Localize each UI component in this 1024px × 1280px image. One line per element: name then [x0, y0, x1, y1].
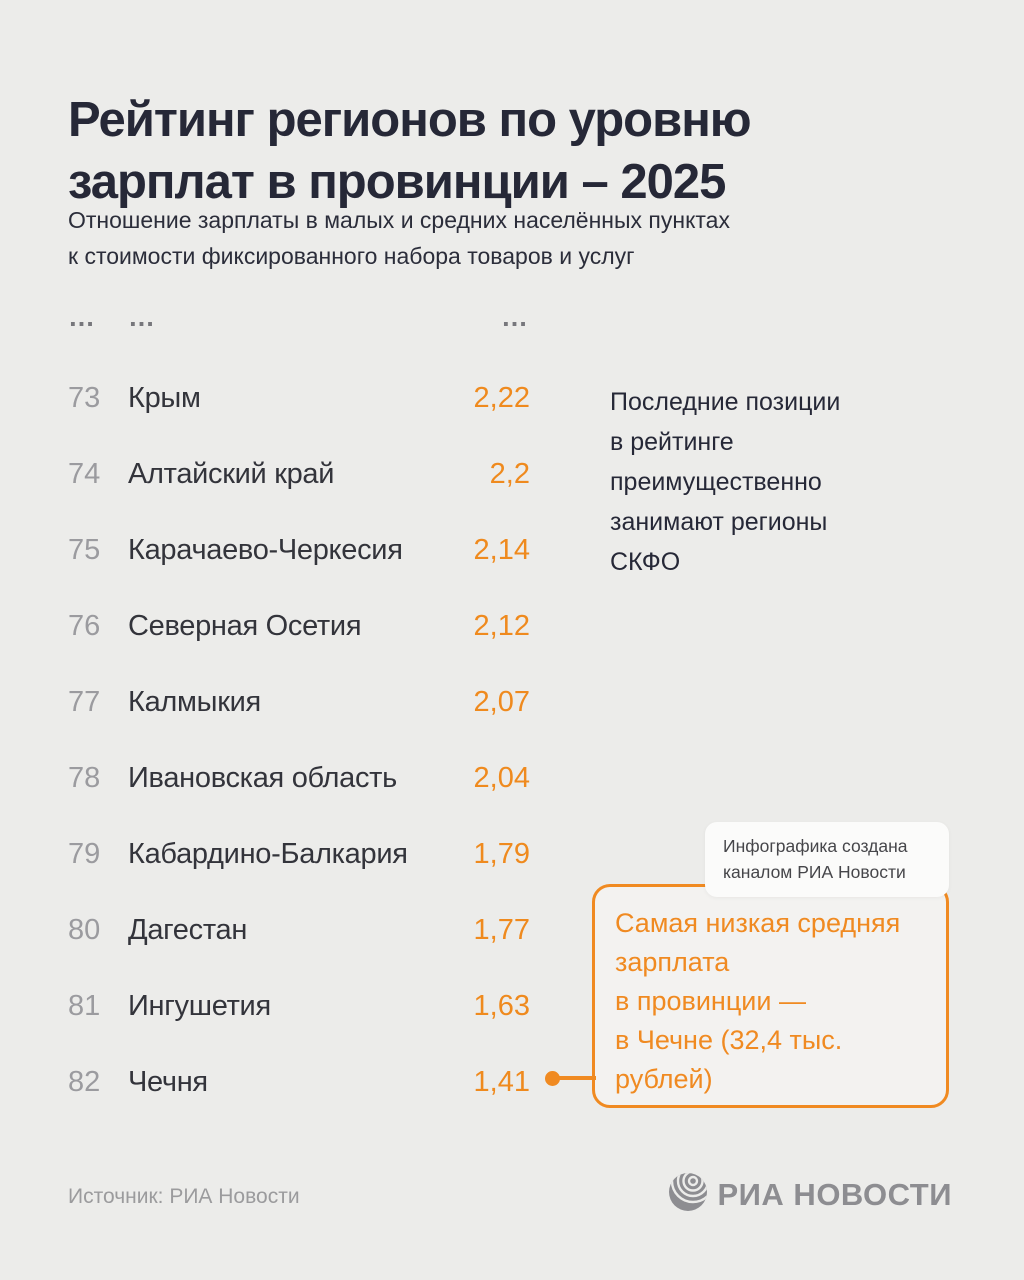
- value-cell: 1,79: [473, 837, 530, 870]
- region-cell: Дагестан: [128, 913, 248, 946]
- callout-line: Самая низкая средняя: [615, 908, 901, 938]
- region-cell: Калмыкия: [128, 685, 261, 718]
- value-cell: 1,41: [473, 1065, 530, 1098]
- ria-logo-wordmark: РИА НОВОСТИ: [717, 1176, 952, 1212]
- side-note-line: Последние позиции: [610, 388, 841, 416]
- ria-novosti-logo: РИА НОВОСТИ: [668, 1172, 952, 1217]
- callout-connector-line: [556, 1076, 596, 1080]
- table-row: 79 Кабардино-Балкария 1,79: [68, 816, 530, 892]
- value-cell: 2,22: [473, 381, 530, 414]
- rank-cell: 82: [68, 1065, 101, 1098]
- rank-cell: 74: [68, 457, 101, 490]
- region-cell: Северная Осетия: [128, 609, 362, 642]
- lowest-salary-callout: Самая низкая средняя зарплата в провинци…: [592, 884, 949, 1108]
- rank-cell: 76: [68, 609, 101, 642]
- rank-cell: 78: [68, 761, 101, 794]
- credit-tooltip-line: каналом РИА Новости: [723, 862, 906, 882]
- value-cell: 2,07: [473, 685, 530, 718]
- page-title: Рейтинг регионов по уровню зарплат в про…: [68, 89, 752, 213]
- page-title-line-2: зарплат в провинции – 2025: [68, 154, 726, 209]
- credit-tooltip-line: Инфографика создана: [723, 836, 908, 856]
- page-subtitle-line-2: к стоимости фиксированного набора товаро…: [68, 243, 635, 269]
- callout-line: в провинции —: [615, 986, 806, 1016]
- table-row: 73 Крым 2,22: [68, 360, 530, 436]
- table-row: 78 Ивановская область 2,04: [68, 740, 530, 816]
- ria-globe-icon: [668, 1172, 708, 1217]
- region-cell: Кабардино-Балкария: [128, 837, 408, 870]
- callout-line: зарплата: [615, 947, 730, 977]
- region-cell: Ивановская область: [128, 761, 397, 794]
- rank-cell: 81: [68, 989, 101, 1022]
- page-subtitle-line-1: Отношение зарплаты в малых и средних нас…: [68, 207, 730, 233]
- region-cell: Крым: [128, 381, 201, 414]
- table-row: 77 Калмыкия 2,07: [68, 664, 530, 740]
- callout-line: в Чечне (32,4 тыс.: [615, 1025, 843, 1055]
- table-row: 82 Чечня 1,41: [68, 1044, 530, 1120]
- ranking-table: 73 Крым 2,22 74 Алтайский край 2,2 75 Ка…: [68, 360, 530, 1120]
- region-cell: Карачаево-Черкесия: [128, 533, 403, 566]
- value-cell: 2,2: [489, 457, 530, 490]
- page-title-line-1: Рейтинг регионов по уровню: [68, 92, 752, 147]
- table-row: 80 Дагестан 1,77: [68, 892, 530, 968]
- table-row: 76 Северная Осетия 2,12: [68, 588, 530, 664]
- table-row: 75 Карачаево-Черкесия 2,14: [68, 512, 530, 588]
- source-label: Источник: РИА Новости: [68, 1185, 300, 1208]
- side-note-line: в рейтинге: [610, 428, 734, 456]
- side-note-line: занимают регионы: [610, 508, 828, 536]
- value-cell: 1,63: [473, 989, 530, 1022]
- page-subtitle: Отношение зарплаты в малых и средних нас…: [68, 202, 730, 274]
- rank-cell: 75: [68, 533, 101, 566]
- table-row: 74 Алтайский край 2,2: [68, 436, 530, 512]
- rank-cell: 77: [68, 685, 101, 718]
- rank-cell: 80: [68, 913, 101, 946]
- value-cell: 2,12: [473, 609, 530, 642]
- callout-line: рублей): [615, 1064, 713, 1094]
- callout-connector-dot: [545, 1071, 560, 1086]
- rank-column-ellipsis: …: [68, 302, 97, 332]
- value-cell: 2,14: [473, 533, 530, 566]
- region-cell: Чечня: [128, 1065, 208, 1098]
- rank-cell: 73: [68, 381, 101, 414]
- value-cell: 1,77: [473, 913, 530, 946]
- credit-tooltip: Инфографика создана каналом РИА Новости: [705, 822, 949, 897]
- rank-cell: 79: [68, 837, 101, 870]
- value-cell: 2,04: [473, 761, 530, 794]
- table-row: 81 Ингушетия 1,63: [68, 968, 530, 1044]
- truncation-ellipsis-row: … … …: [68, 302, 530, 333]
- side-note-line: преимущественно: [610, 468, 822, 496]
- side-note-line: СКФО: [610, 548, 681, 576]
- region-cell: Алтайский край: [128, 457, 335, 490]
- region-cell: Ингушетия: [128, 989, 271, 1022]
- side-note: Последние позиции в рейтинге преимуществ…: [610, 382, 940, 582]
- region-column-ellipsis: …: [128, 302, 157, 332]
- value-column-ellipsis: …: [501, 302, 530, 332]
